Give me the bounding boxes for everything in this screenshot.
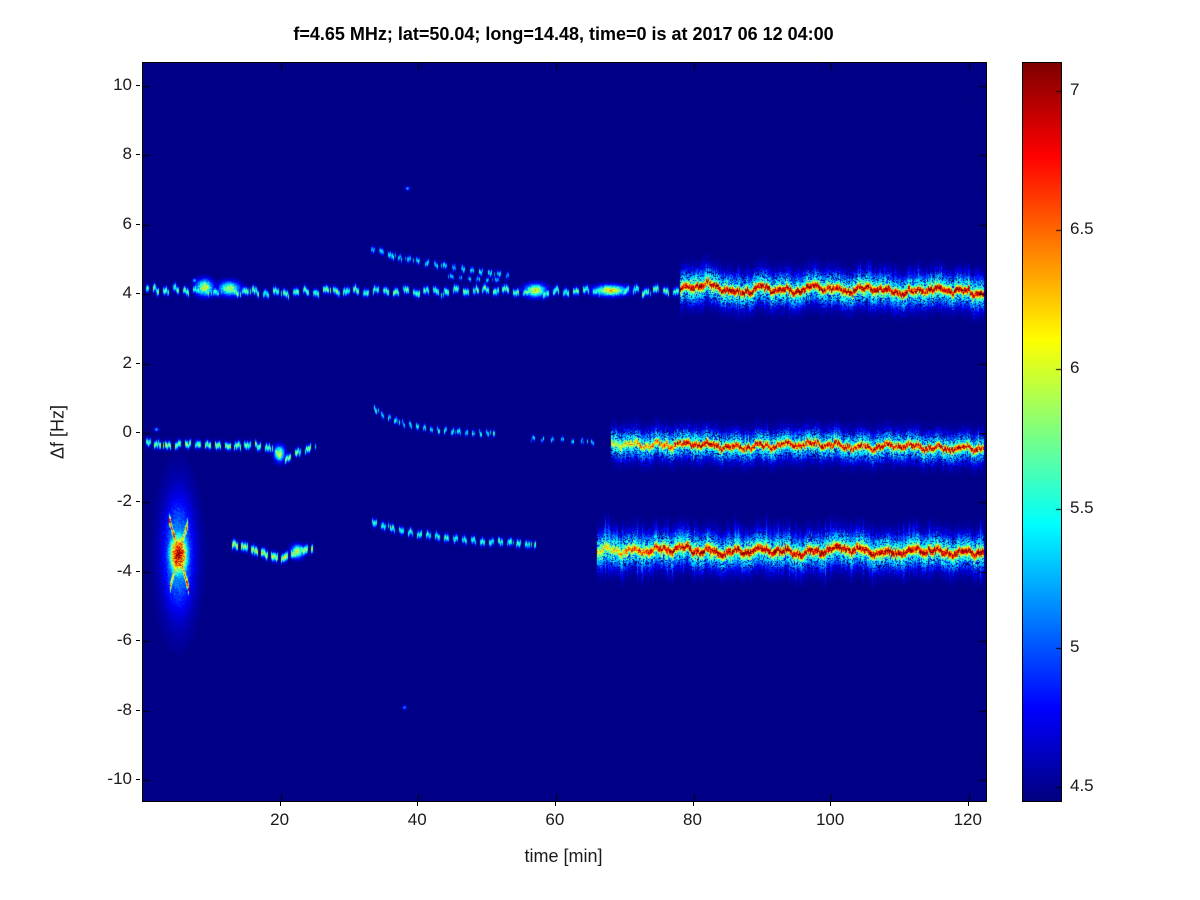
y-tick-label: -8 [116, 699, 132, 719]
spectrogram-canvas [142, 62, 987, 802]
y-tick-label: -6 [116, 630, 132, 650]
tick-mark [136, 779, 140, 780]
tick-mark [417, 802, 418, 806]
tick-mark [136, 432, 140, 433]
colorbar-tick-label: 7 [1070, 79, 1080, 99]
x-tick-label: 20 [270, 810, 290, 829]
tick-mark [136, 710, 140, 711]
tick-mark [555, 802, 556, 806]
chart-title: f=4.65 MHz; lat=50.04; long=14.48, time=… [293, 24, 834, 44]
tick-mark [693, 802, 694, 806]
colorbar-canvas [1022, 62, 1062, 802]
colorbar-tick-label: 4.5 [1070, 776, 1094, 796]
tick-mark [830, 802, 831, 806]
x-tick-label: 40 [407, 810, 427, 829]
y-tick-label: -10 [107, 769, 132, 789]
y-tick-label: 10 [113, 74, 132, 94]
tick-mark [968, 802, 969, 806]
x-tick-label: 120 [953, 810, 982, 829]
tick-mark [136, 293, 140, 294]
tick-mark [136, 571, 140, 572]
y-tick-label: 6 [122, 213, 132, 233]
tick-mark [136, 640, 140, 641]
y-tick-label: 4 [122, 283, 132, 303]
y-tick-label: 8 [122, 144, 132, 164]
x-tick-label: 80 [683, 810, 702, 829]
tick-mark [136, 85, 140, 86]
y-tick-label: -2 [116, 491, 132, 511]
tick-mark [136, 154, 140, 155]
tick-mark [136, 224, 140, 225]
x-axis-label: time [min] [524, 846, 603, 866]
y-tick-label: -4 [116, 560, 132, 580]
tick-mark [136, 501, 140, 502]
colorbar-tick-label: 6.5 [1070, 219, 1094, 239]
x-tick-label: 60 [545, 810, 565, 829]
tick-mark [280, 802, 281, 806]
x-tick-label: 100 [815, 810, 845, 829]
y-tick-label: 0 [122, 422, 132, 442]
colorbar-tick-label: 5.5 [1070, 497, 1094, 517]
tick-mark [136, 363, 140, 364]
y-tick-label: 2 [122, 352, 132, 372]
colorbar-tick-label: 5 [1070, 636, 1080, 656]
colorbar-tick-label: 6 [1070, 358, 1080, 378]
